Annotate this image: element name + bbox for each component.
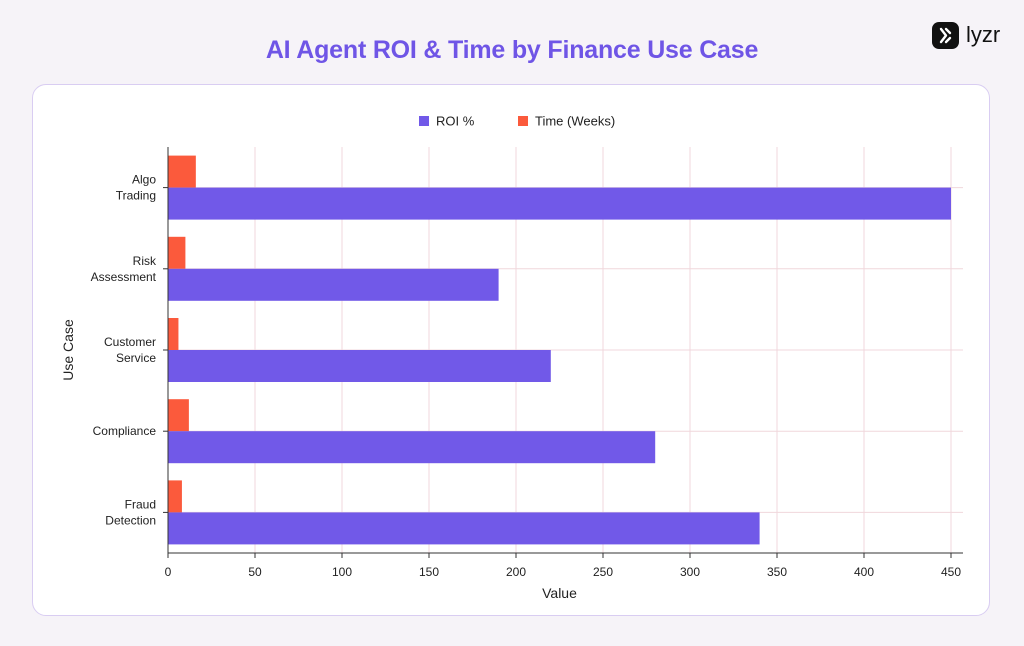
y-category-label: Service	[116, 351, 156, 365]
axes	[163, 147, 963, 558]
y-category-label: Trading	[116, 189, 156, 203]
bar-time-weeks	[168, 480, 182, 513]
x-tick-label: 250	[593, 565, 613, 579]
y-category-label: Compliance	[93, 424, 157, 438]
bars	[168, 155, 951, 545]
x-tick-label: 400	[854, 565, 874, 579]
bar-roi-percent	[168, 350, 551, 382]
legend: ROI % Time (Weeks)	[419, 114, 615, 129]
x-tick-label: 0	[165, 565, 172, 579]
x-tick-label: 100	[332, 565, 352, 579]
bar-roi-percent	[168, 431, 656, 464]
y-category-label: Algo	[132, 173, 156, 187]
bar-roi-percent	[168, 268, 499, 301]
bar-roi-percent	[168, 512, 760, 545]
y-axis-title: Use Case	[60, 319, 76, 381]
x-tick-label: 300	[680, 565, 700, 579]
lyzr-logo-icon	[932, 21, 959, 49]
y-category-label: Customer	[104, 335, 156, 349]
bar-time-weeks	[168, 236, 186, 269]
x-tick-label: 350	[767, 565, 787, 579]
x-axis-title: Value	[542, 585, 577, 601]
x-tick-label: 150	[419, 565, 439, 579]
x-tick-label: 200	[506, 565, 526, 579]
x-tick-label: 50	[248, 565, 262, 579]
legend-swatch	[518, 116, 528, 126]
bar-chart: 0 50 100 150 200 250 300 350 400 450 Algo Trading Ri…	[60, 114, 963, 601]
bar-time-weeks	[168, 155, 196, 188]
legend-swatch	[419, 116, 429, 126]
bar-roi-percent	[168, 187, 951, 220]
bar-time-weeks	[168, 399, 189, 432]
y-category-label: Assessment	[91, 270, 157, 284]
chart-card: 0 50 100 150 200 250 300 350 400 450 Algo Trading Ri…	[32, 84, 990, 616]
labels: 0 50 100 150 200 250 300 350 400 450 Algo Trading Ri…	[60, 173, 961, 601]
brand-logo: lyzr	[932, 20, 1000, 50]
y-category-label: Detection	[105, 513, 156, 527]
x-tick-label: 450	[941, 565, 961, 579]
y-category-label: Fraud	[125, 497, 156, 511]
bar-time-weeks	[168, 318, 179, 350]
page-title: AI Agent ROI & Time by Finance Use Case	[265, 36, 759, 64]
logo-text: lyzr	[966, 22, 1001, 47]
legend-label: Time (Weeks)	[535, 114, 615, 129]
legend-label: ROI %	[436, 114, 475, 129]
y-category-label: Risk	[133, 254, 157, 268]
